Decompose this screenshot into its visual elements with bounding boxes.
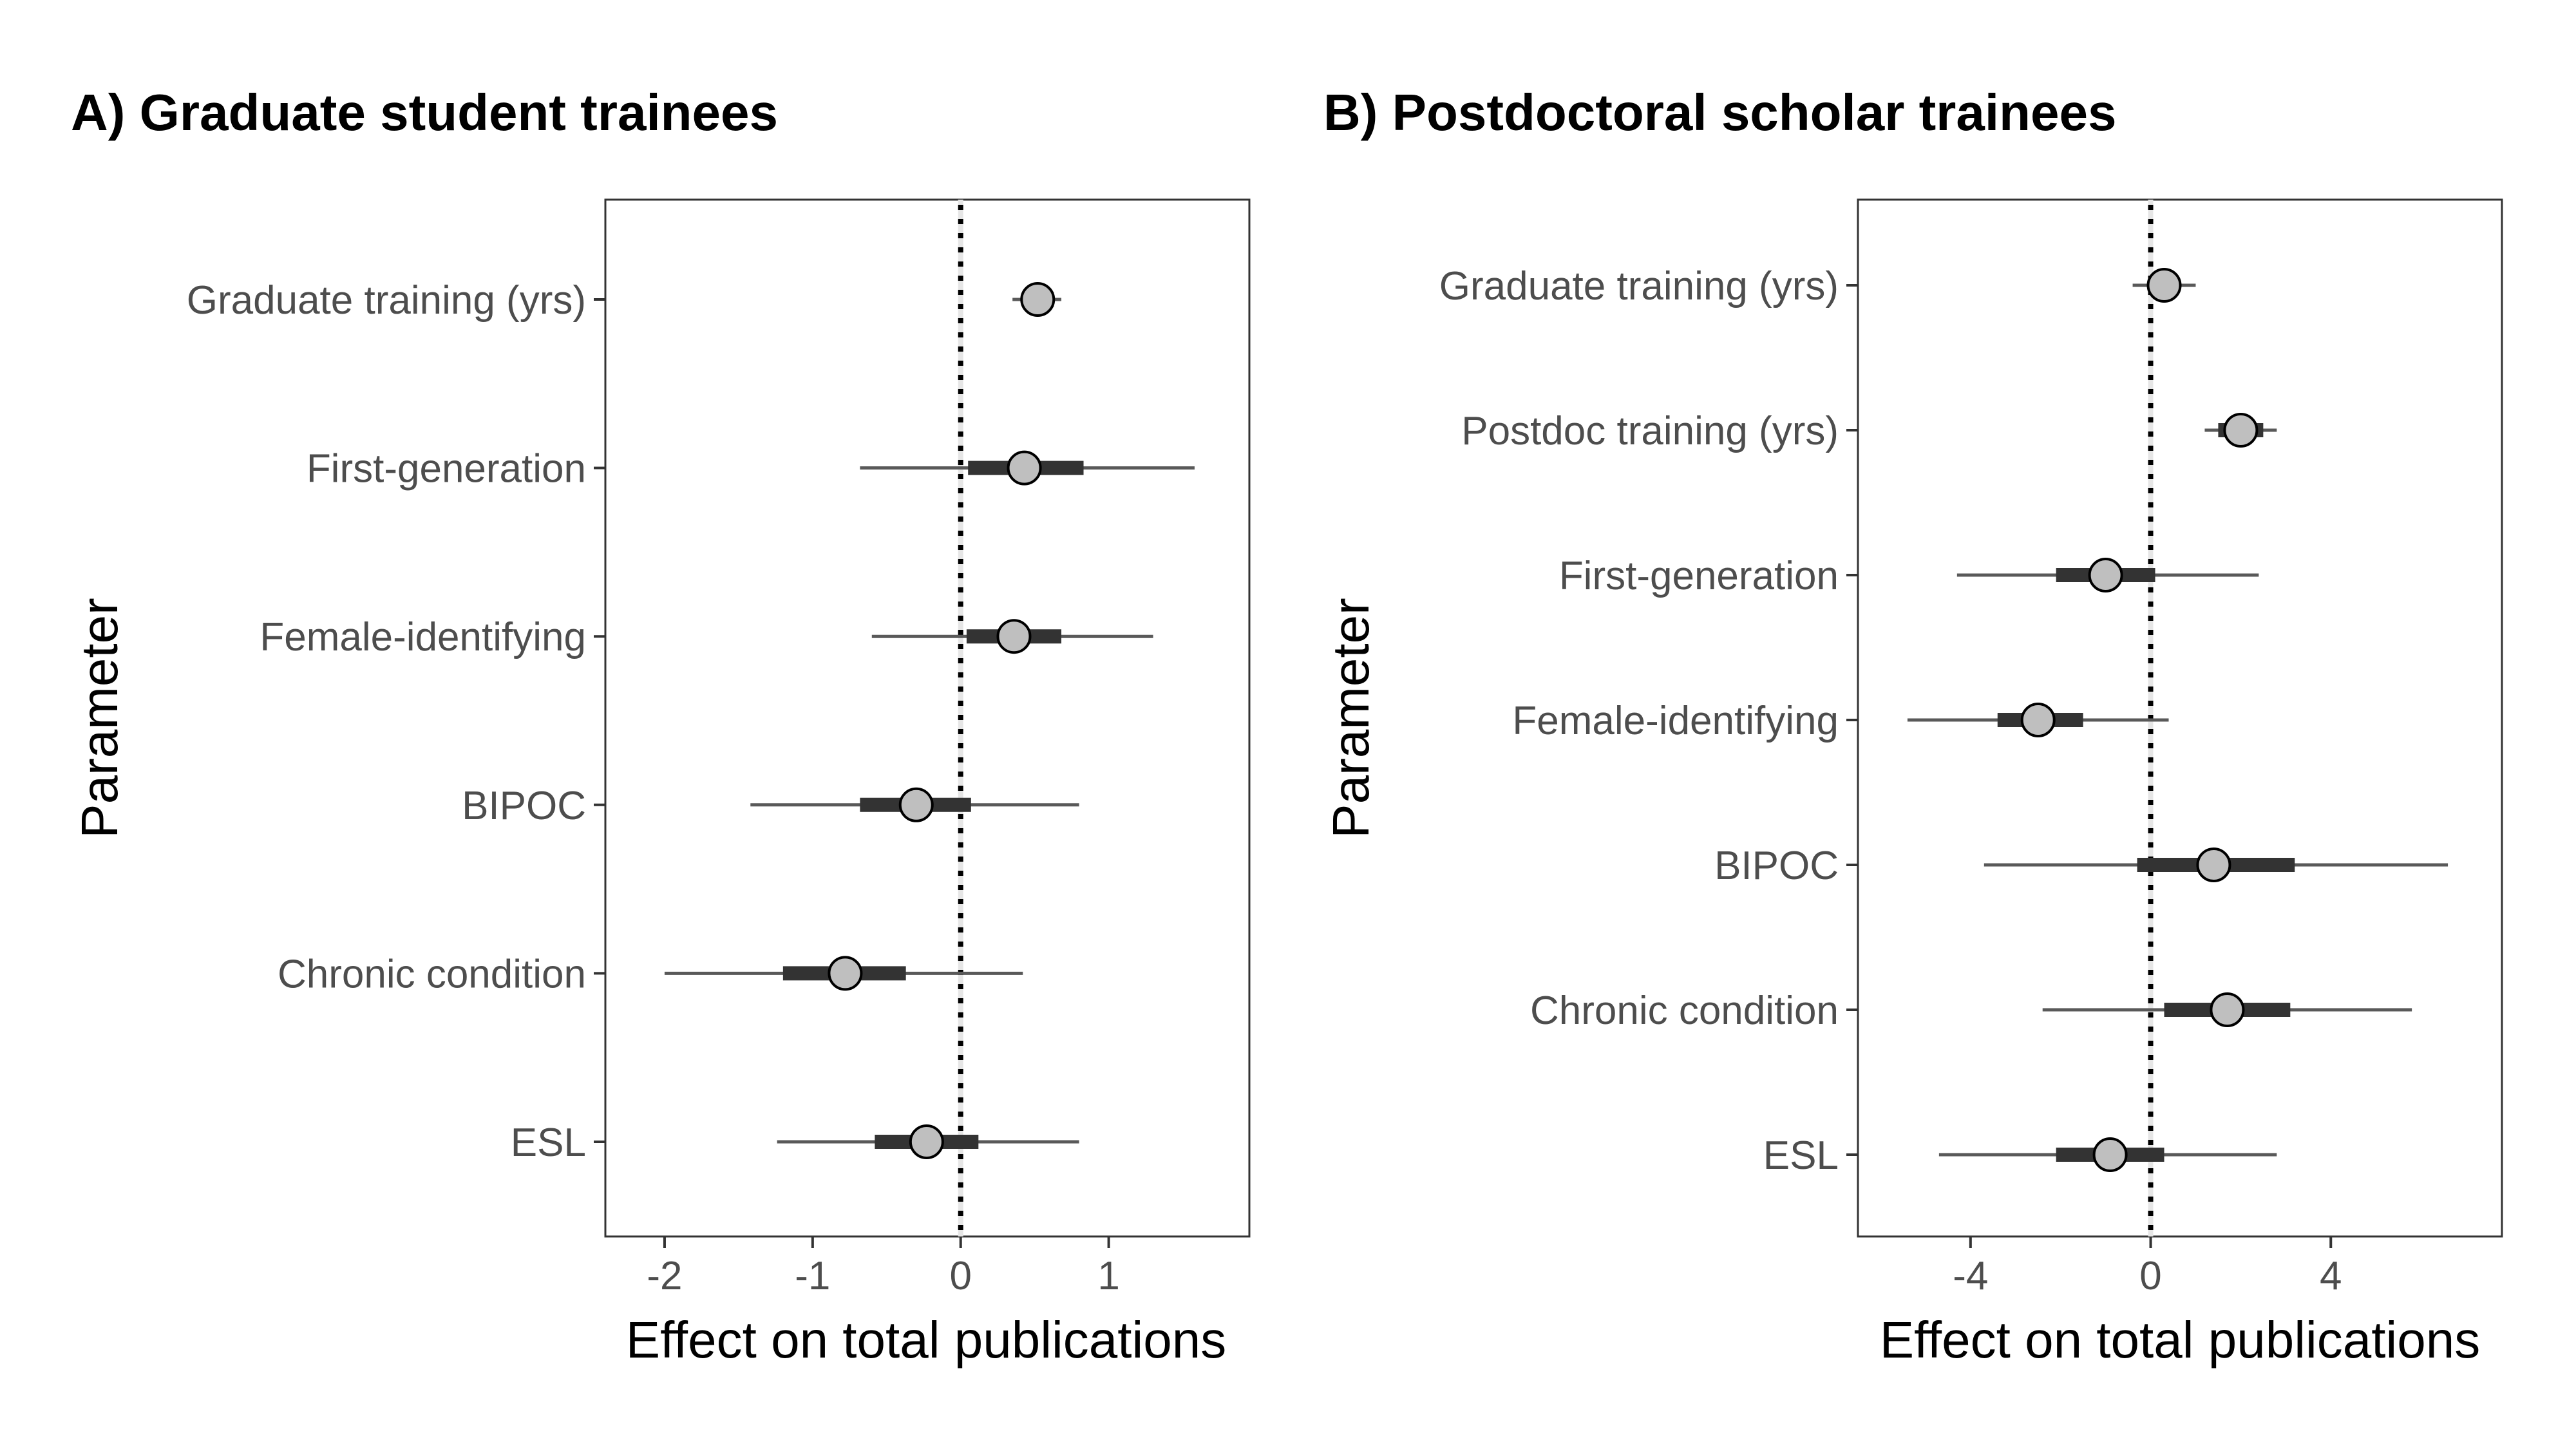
panel-b-x-tick-label: 4 [2320,1254,2342,1298]
panel-b-category-label: BIPOC [1714,844,1839,888]
panel-b-estimate-point [2210,992,2245,1027]
panel-b-x-tick-label: -4 [1953,1254,1988,1298]
panel-a-y-axis-title: Parameter [71,598,128,838]
panel-a-category-label: BIPOC [462,784,586,828]
panel-b-category-label: ESL [1763,1133,1839,1178]
panel-a-title: A) Graduate student trainees [71,84,778,141]
panel-a-category-label: Female-identifying [260,615,586,659]
panel-a-category-label: Graduate training (yrs) [187,278,586,323]
panel-b-title: B) Postdoctoral scholar trainees [1323,84,2116,141]
panel-b-plot-border [1857,198,2503,1238]
panel-a-category-label: Chronic condition [278,952,586,996]
panel-b-x-tick-label: 0 [2139,1254,2161,1298]
panel-b-estimate-point [2196,848,2231,882]
panel-a-plot-border [604,198,1251,1238]
panel-b-postdoc: B) Postdoctoral scholar trainees Effect … [1322,84,2503,1368]
panel-a-x-tick-label: 0 [949,1254,971,1298]
panel-a-x-tick-label: -1 [795,1254,830,1298]
panel-b-category-label: Chronic condition [1530,989,1839,1033]
panel-a-x-tick-label: -2 [647,1254,682,1298]
panel-a-estimate-point [828,956,863,991]
panel-b-category-label: Postdoc training (yrs) [1461,409,1839,453]
panel-b-estimate-point [2092,1137,2128,1172]
panel-b-y-axis-title: Parameter [1322,598,1379,838]
panel-b-estimate-point [2223,413,2259,448]
panel-a-x-tick-label: 1 [1097,1254,1119,1298]
panel-a-estimate-point [898,787,934,822]
panel-b-estimate-point [2088,558,2123,592]
panel-a-graduate: A) Graduate student trainees Effect on t… [71,84,1251,1368]
panel-a-category-label: ESL [511,1121,586,1165]
panel-a-estimate-point [1007,450,1042,486]
panel-a-category-label: First-generation [307,447,586,491]
panel-b-estimate-point [2146,268,2182,303]
panel-a-estimate-point [909,1124,944,1159]
panel-a-x-axis-title: Effect on total publications [626,1311,1226,1368]
panel-a-estimate-point [1020,282,1056,317]
panel-a-estimate-point [996,619,1032,654]
panel-b-category-label: Graduate training (yrs) [1439,264,1839,308]
panel-b-estimate-point [2020,703,2056,737]
panel-b-x-axis-title: Effect on total publications [1880,1311,2480,1368]
panel-b-category-label: First-generation [1559,554,1839,598]
panel-b-category-label: Female-identifying [1512,699,1839,743]
